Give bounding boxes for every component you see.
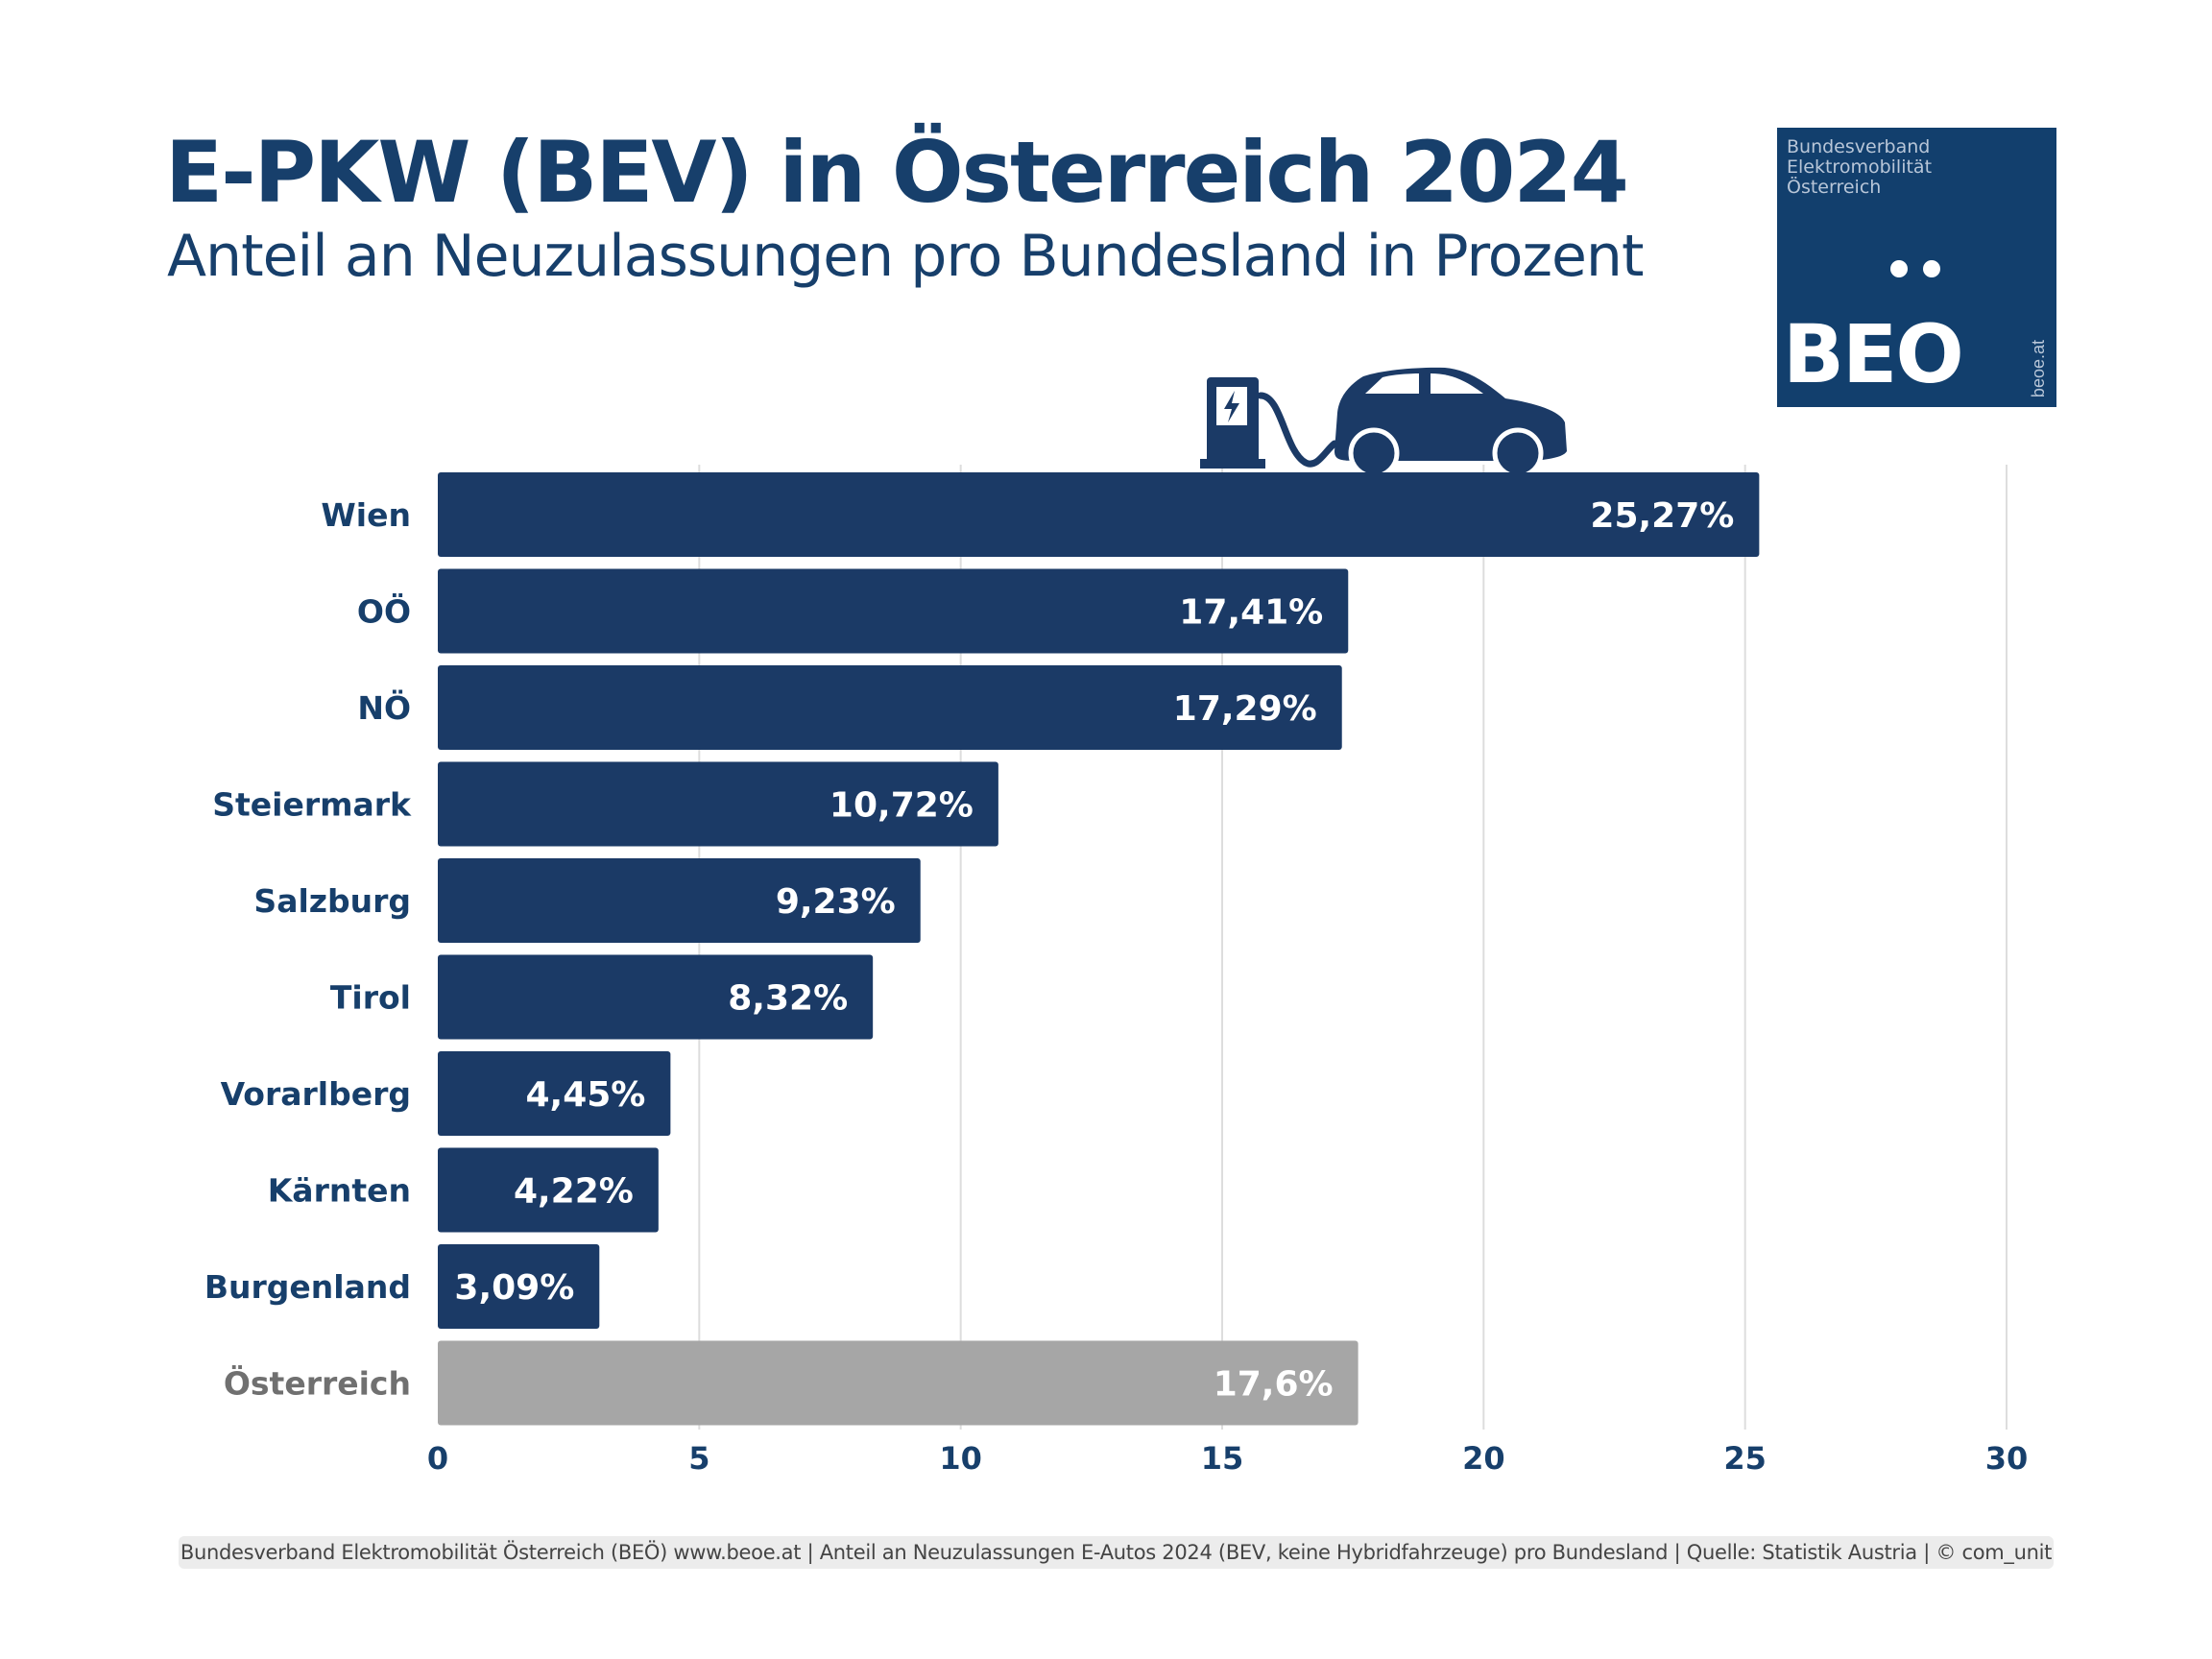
category-label: Österreich [224,1364,411,1403]
bar-Tirol [438,954,874,1040]
bar-OÖ [438,568,1349,654]
category-label: Wien [321,496,411,534]
x-tick-label: 15 [1201,1440,1244,1477]
value-label: 25,27% [1590,496,1734,536]
category-label: Kärnten [268,1172,411,1210]
value-label: 17,41% [1179,593,1323,633]
bar-Vorarlberg [438,1051,671,1136]
logo-umlaut-dots [1890,260,1956,282]
category-label: Burgenland [204,1268,411,1306]
value-label: 17,6% [1214,1365,1334,1405]
x-tick-label: 5 [688,1440,709,1477]
bar-Österreich [438,1340,1358,1426]
category-label: NÖ [357,688,411,727]
bar-NÖ [438,665,1342,750]
bar-Wien [438,472,1760,557]
bar-chart: Wien 25,27% OÖ 17,41% NÖ 17,29% Steiermark 10,7… [204,367,2028,1477]
beo-logo: Bundesverband Elektromobilität Österreich … [1777,128,2056,407]
x-tick-label: 0 [427,1440,448,1477]
category-label: Vorarlberg [221,1075,411,1113]
category-label: Steiermark [212,786,412,824]
x-tick-label: 30 [1985,1440,2029,1477]
chart-subtitle: Anteil an Neuzulassungen pro Bundesland … [167,223,1644,290]
bar-Salzburg [438,858,921,943]
footer-source-note: Bundesverband Elektromobilität Österreic… [179,1536,2054,1569]
logo-wordmark: BEO [1783,307,1964,401]
value-label: 10,72% [830,786,974,826]
bars: Wien 25,27% OÖ 17,41% NÖ 17,29% Steiermark 10,7… [204,472,1760,1426]
value-label: 3,09% [454,1268,574,1308]
logo-org-name: Bundesverband Elektromobilität Österreich [1787,136,1933,198]
value-label: 4,22% [514,1172,634,1212]
x-tick-label: 10 [939,1440,982,1477]
x-tick-label: 20 [1462,1440,1505,1477]
value-label: 4,45% [525,1075,645,1115]
value-label: 9,23% [776,882,896,922]
category-label: OÖ [357,592,411,631]
value-label: 8,32% [728,979,848,1019]
x-axis-ticks: 0 5 10 15 20 25 30 [427,1440,2028,1477]
category-label: Salzburg [253,882,411,920]
charging-car-icon [1200,367,1567,479]
value-label: 17,29% [1173,689,1317,729]
bar-Burgenland [438,1244,600,1329]
chart-title: E-PKW (BEV) in Österreich 2024 [165,123,1629,222]
bar-Kärnten [438,1147,659,1233]
bar-Steiermark [438,761,998,847]
x-tick-label: 25 [1723,1440,1767,1477]
category-label: Tirol [330,979,411,1017]
